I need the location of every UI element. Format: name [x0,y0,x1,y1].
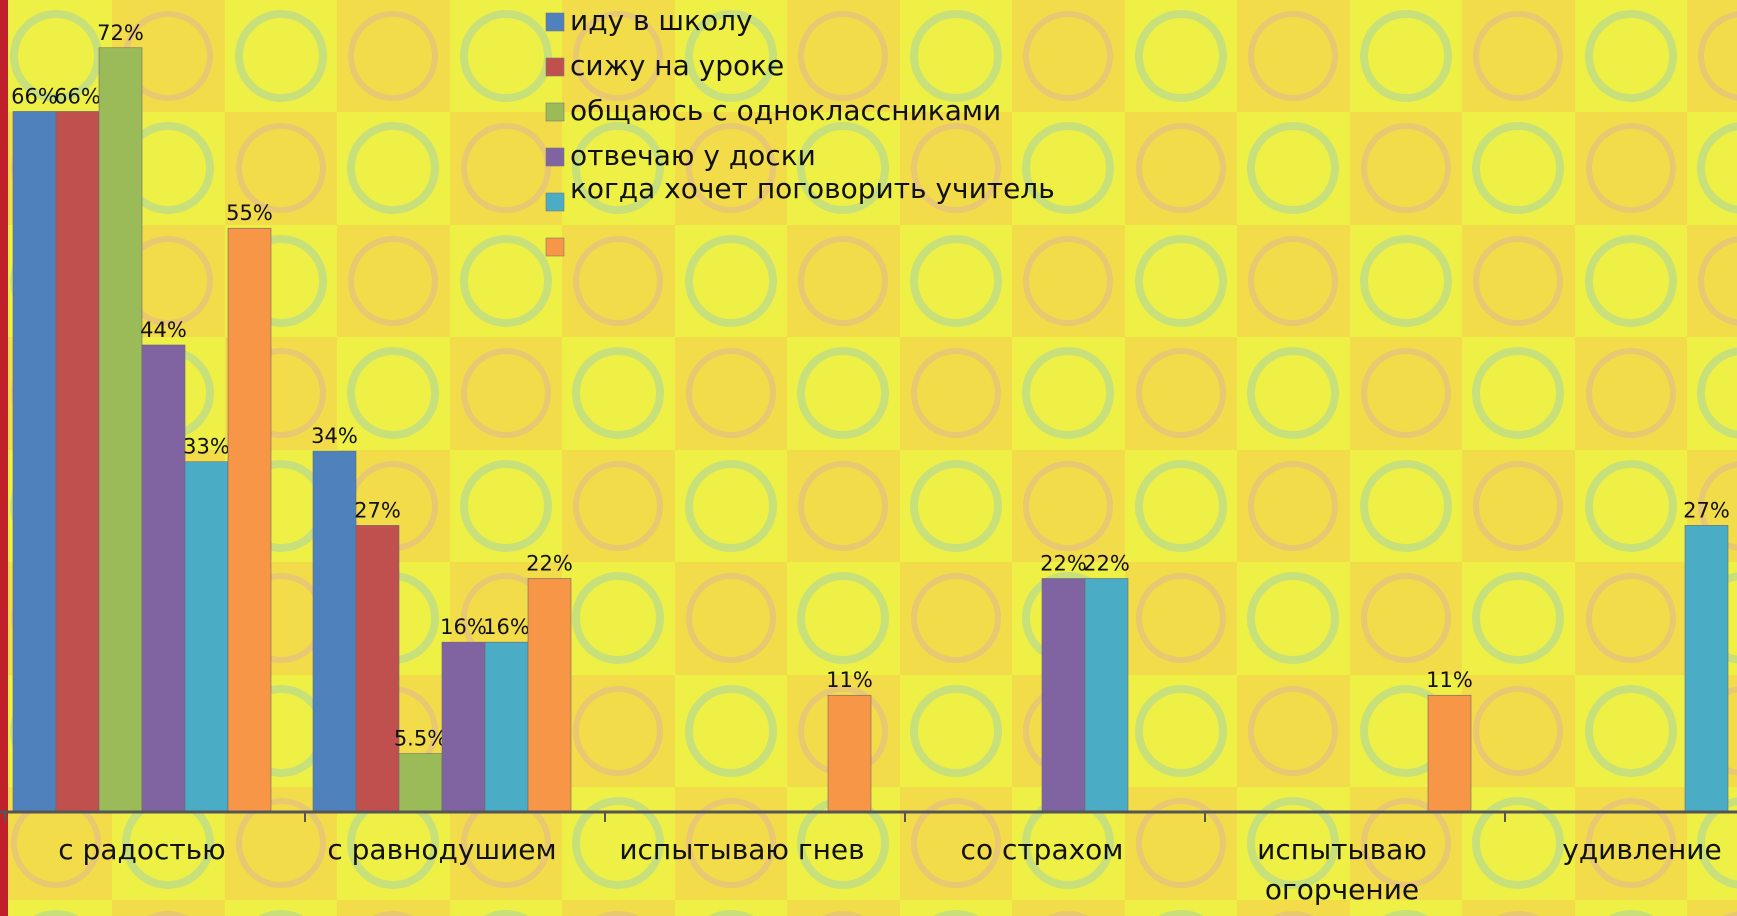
data-label: 22% [1083,551,1130,575]
legend-swatch [545,12,565,32]
x-tick-label: с радостью [58,833,226,866]
bar [98,47,143,813]
data-label: 22% [1040,551,1087,575]
data-label: 34% [311,424,358,448]
x-tick-label: испытываю гнев [619,833,865,866]
data-label: 11% [826,668,873,692]
bar [355,525,400,813]
data-label: 55% [226,201,273,225]
legend-swatch [545,57,565,77]
bar [312,450,357,813]
legend-label: сижу на уроке [570,49,784,82]
bar [12,111,57,813]
legend-swatch [545,192,565,212]
bar [398,753,443,813]
bar [527,578,572,813]
bar [227,227,272,813]
legend-label: иду в школу [570,4,753,37]
legend-label: общаюсь с одноклассниками [570,94,1001,127]
data-label: 22% [526,551,573,575]
data-label: 16% [440,615,487,639]
x-tick-label: удивление [1562,833,1722,866]
legend-swatch [545,102,565,122]
bar [1041,578,1086,813]
data-label: 66% [11,84,58,108]
bar [484,641,529,813]
data-label: 11% [1426,668,1473,692]
data-label: 44% [140,318,187,342]
data-label: 33% [183,435,230,459]
bar [827,694,872,813]
x-tick-label: испытываю огорчение [1257,833,1427,906]
bar [141,344,186,813]
legend-swatch [545,237,565,257]
legend-swatch [545,147,565,167]
data-label: 5.5% [394,727,447,751]
bar [1084,578,1129,813]
legend-label: отвечаю у доски [570,139,816,172]
legend-label: когда хочет поговорить учитель [570,172,1055,205]
bar [441,641,486,813]
bar [184,461,229,813]
bar [55,111,100,813]
data-label: 27% [354,498,401,522]
data-label: 66% [54,84,101,108]
data-label: 16% [483,615,530,639]
left-border [0,0,8,916]
bar [1427,694,1472,813]
x-tick-label: со страхом [960,833,1124,866]
data-label: 72% [97,21,144,45]
data-label: 27% [1683,498,1730,522]
x-tick-label: с равнодушием [327,833,557,866]
bar [1684,525,1729,813]
